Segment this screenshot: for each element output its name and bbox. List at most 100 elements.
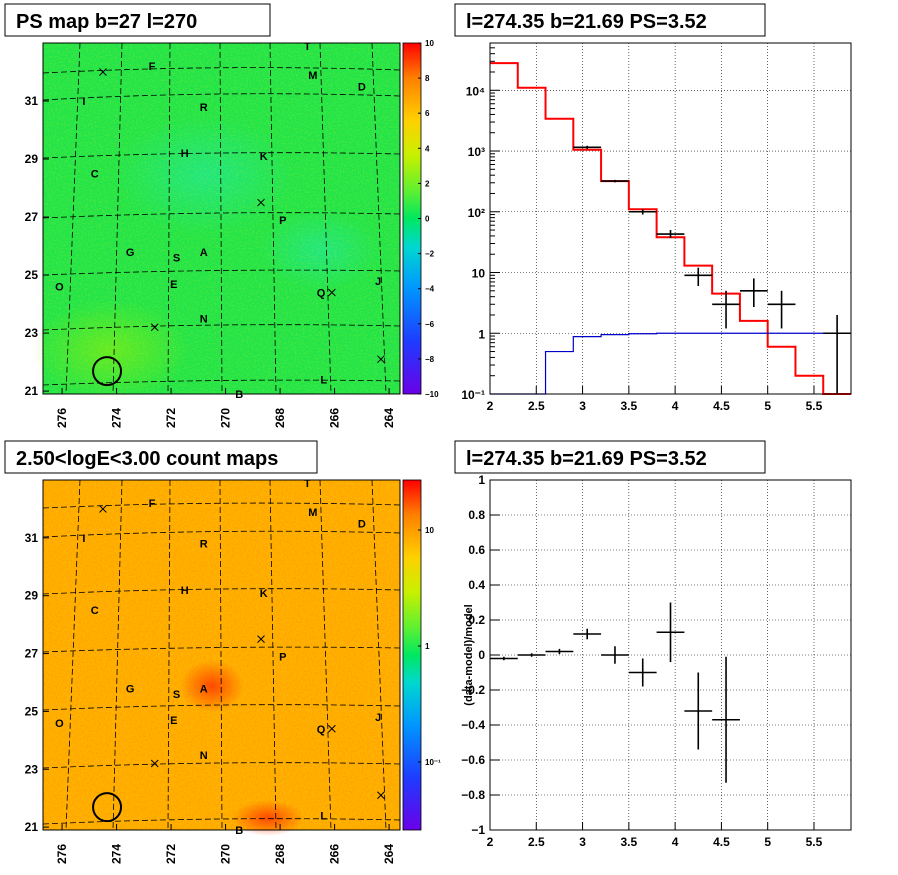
cm-source-label: T bbox=[304, 478, 311, 490]
residual-title-box bbox=[454, 440, 766, 474]
cm-y-tick-label: 21 bbox=[25, 820, 39, 834]
ps-map-frame bbox=[42, 42, 401, 395]
residual-x-tick-label: 4 bbox=[672, 835, 679, 849]
cm-y-tick-label: 31 bbox=[25, 531, 39, 545]
cm-target-circle bbox=[92, 792, 123, 823]
ps-source-label: B bbox=[235, 389, 243, 401]
ps-map-source-labels: T F M D I R H K C P G A S O E Q J N L B bbox=[55, 41, 385, 401]
ps-source-label: T bbox=[304, 41, 311, 53]
cm-x-tick-label: 272 bbox=[164, 844, 178, 864]
ps-colorbar-tick-label: −4 bbox=[425, 285, 435, 294]
ps-y-tick-label: 21 bbox=[25, 384, 39, 398]
cm-source-label: J bbox=[375, 712, 381, 724]
ps-colorbar-tick-label: 2 bbox=[425, 179, 430, 188]
residual-y-tick-label: −0.8 bbox=[461, 788, 485, 802]
ps-x-tick-label: 276 bbox=[55, 408, 69, 428]
cm-colorbar-tick-label: 10 bbox=[425, 526, 434, 535]
ps-y-tick-label: 23 bbox=[25, 326, 39, 340]
ps-source-label: J bbox=[375, 276, 381, 288]
cm-source-label: F bbox=[149, 498, 156, 510]
count-map-panel: 2.50<logE<3.00 count maps 276 274 272 270 26… bbox=[4, 440, 441, 864]
ps-colorbar-ticks: 10 8 6 4 2 0 −2 −4 −6 −8 −10 bbox=[418, 39, 439, 399]
ps-source-label: A bbox=[200, 247, 208, 259]
residual-y-tick-label: 0.8 bbox=[468, 508, 485, 522]
count-map-y-axis: 21 23 25 27 29 31 bbox=[25, 531, 49, 834]
ps-map-panel: PS map b=27 l=270 276 274 272 270 268 266 264 … bbox=[4, 3, 439, 428]
ps-source-label: E bbox=[170, 279, 177, 291]
ps-source-label: R bbox=[200, 102, 208, 114]
spectrum-x-tick-label: 4 bbox=[672, 399, 679, 413]
cm-source-label: B bbox=[235, 825, 243, 837]
ps-source-label: S bbox=[173, 253, 180, 265]
ps-source-label: F bbox=[149, 61, 156, 73]
ps-x-tick-label: 268 bbox=[273, 408, 287, 428]
cm-source-label: G bbox=[126, 683, 135, 695]
residual-x-tick-label: 4.5 bbox=[713, 835, 730, 849]
ps-source-label: L bbox=[320, 374, 327, 386]
ps-y-tick-label: 27 bbox=[25, 210, 39, 224]
ps-source-label: N bbox=[200, 314, 208, 326]
ps-x-tick-label: 272 bbox=[164, 408, 178, 428]
ps-y-tick-label: 25 bbox=[25, 268, 39, 282]
spectrum-x-tick-label: 5 bbox=[764, 399, 771, 413]
count-map-hotspot-b bbox=[232, 800, 304, 836]
ps-map-y-axis: 21 23 25 27 29 31 bbox=[25, 94, 49, 398]
cm-source-label: E bbox=[170, 715, 177, 727]
count-map-graticule bbox=[42, 479, 401, 831]
spectrum-y-tick-label: 1 bbox=[478, 327, 485, 341]
residual-y-tick-label: 1 bbox=[478, 473, 485, 487]
spectrum-y-tick-label: 10² bbox=[468, 206, 485, 220]
residual-x-tick-label: 3 bbox=[579, 835, 586, 849]
cm-source-label: C bbox=[91, 605, 99, 617]
cm-source-label: N bbox=[200, 750, 208, 762]
residual-axes: 2 2.5 3 3.5 4 4.5 5 5.5 1 0.8 0.6 0.4 0.2 0 −0.2 −0.4 −0… bbox=[461, 473, 822, 849]
residual-x-tick-label: 5.5 bbox=[806, 835, 823, 849]
cm-source-label: L bbox=[320, 811, 327, 823]
count-map-title: 2.50<logE<3.00 count maps bbox=[16, 448, 278, 470]
spectrum-y-tick-label: 10³ bbox=[468, 145, 485, 159]
count-colorbar bbox=[402, 479, 422, 831]
cm-source-cross bbox=[150, 759, 159, 768]
ps-x-tick-label: 264 bbox=[382, 408, 396, 428]
ps-source-label: C bbox=[91, 169, 99, 181]
ps-source-cross bbox=[99, 68, 107, 76]
residual-plot bbox=[490, 602, 740, 783]
residual-x-tick-label: 5 bbox=[764, 835, 771, 849]
cm-source-cross bbox=[99, 505, 107, 513]
ps-colorbar-tick-label: 0 bbox=[425, 215, 430, 224]
spectrum-panel: l=274.35 b=21.69 PS=3.52 2 2.5 3 3.5 4 4.5 5 5.… bbox=[454, 3, 852, 413]
cm-x-tick-label: 268 bbox=[273, 844, 287, 864]
residual-y-tick-label: 0 bbox=[478, 648, 485, 662]
count-map-frame bbox=[42, 479, 401, 831]
residual-y-tick-label: −0.2 bbox=[461, 683, 485, 697]
residual-x-tick-label: 2.5 bbox=[528, 835, 545, 849]
count-map-hotspot-a bbox=[180, 660, 244, 712]
count-map-x-axis: 276 274 272 270 268 266 264 bbox=[55, 824, 396, 864]
ps-colorbar-tick-label: −2 bbox=[425, 250, 435, 259]
spectrum-plot bbox=[490, 62, 851, 395]
ps-source-label: Q bbox=[317, 287, 326, 299]
ps-map-x-axis: 276 274 272 270 268 266 264 bbox=[55, 388, 396, 428]
ps-source-label: M bbox=[308, 70, 317, 82]
cm-source-cross bbox=[257, 635, 265, 643]
cm-source-cross bbox=[377, 791, 385, 800]
cm-x-tick-label: 264 bbox=[382, 844, 396, 864]
residual-y-tick-label: 0.4 bbox=[468, 578, 485, 592]
residual-x-tick-label: 2 bbox=[487, 835, 494, 849]
ps-colorbar-tick-label: −8 bbox=[425, 355, 435, 364]
ps-source-cross bbox=[377, 355, 385, 364]
cm-y-tick-label: 27 bbox=[25, 647, 39, 661]
cm-source-label: Q bbox=[317, 724, 326, 736]
ps-source-label: I bbox=[82, 96, 85, 108]
cm-colorbar-tick-label: 1 bbox=[425, 642, 430, 651]
ps-x-tick-label: 266 bbox=[328, 408, 342, 428]
spectrum-title: l=274.35 b=21.69 PS=3.52 bbox=[466, 11, 707, 33]
ps-source-label: P bbox=[279, 215, 286, 227]
ps-colorbar-tick-label: 10 bbox=[425, 39, 434, 48]
count-colorbar-ticks: 10 1 10⁻¹ bbox=[418, 526, 441, 767]
spectrum-frame bbox=[489, 42, 852, 395]
cm-source-label: P bbox=[279, 651, 286, 663]
residual-y-tick-label: 0.6 bbox=[468, 543, 485, 557]
cm-colorbar-tick-label: 10⁻¹ bbox=[425, 758, 441, 767]
